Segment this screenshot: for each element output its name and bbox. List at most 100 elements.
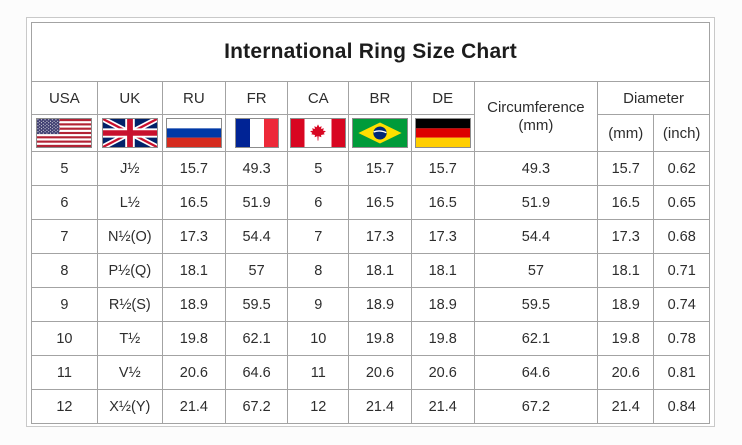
- cell-usa: 9: [31, 287, 98, 322]
- cell-de: 18.1: [410, 253, 475, 288]
- cell-fr: 49.3: [224, 151, 289, 186]
- title-row: International Ring Size Chart: [31, 22, 710, 82]
- cell-fr: 57: [224, 253, 289, 288]
- col-header-circumference: Circumference (mm): [473, 81, 599, 152]
- cell-diameter-mm: 18.1: [597, 253, 655, 288]
- col-header-ca: CA: [287, 81, 350, 115]
- cell-diameter-inch: 0.65: [653, 185, 710, 220]
- cell-usa: 12: [31, 389, 98, 424]
- cell-ru: 18.9: [161, 287, 226, 322]
- flag-germany-icon: [414, 118, 471, 148]
- cell-uk: X½(Y): [96, 389, 163, 424]
- cell-diameter-mm: 16.5: [597, 185, 655, 220]
- flag-cell-fr: [224, 114, 289, 152]
- cell-ca: 5: [287, 151, 350, 186]
- cell-ca: 6: [287, 185, 350, 220]
- cell-diameter-mm: 19.8: [597, 321, 655, 356]
- col-header-ru: RU: [161, 81, 226, 115]
- cell-br: 17.3: [348, 219, 412, 254]
- cell-uk: J½: [96, 151, 163, 186]
- cell-diameter-inch: 0.71: [653, 253, 710, 288]
- cell-br: 16.5: [348, 185, 412, 220]
- flag-cell-de: [410, 114, 475, 152]
- table-row: 7 N½(O) 17.3 54.4 7 17.3 17.3 54.4 17.3 0.68: [31, 219, 710, 254]
- circumference-label: Circumference: [487, 98, 585, 116]
- table-row: 5 J½ 15.7 49.3 5 15.7 15.7 49.3 15.7 0.62: [31, 151, 710, 186]
- cell-de: 20.6: [410, 355, 475, 390]
- cell-ca: 8: [287, 253, 350, 288]
- cell-fr: 51.9: [224, 185, 289, 220]
- cell-diameter-mm: 15.7: [597, 151, 655, 186]
- cell-ru: 21.4: [161, 389, 226, 424]
- cell-uk: V½: [96, 355, 163, 390]
- cell-diameter-inch: 0.81: [653, 355, 710, 390]
- cell-diameter-mm: 20.6: [597, 355, 655, 390]
- flag-brazil-icon: [351, 118, 408, 148]
- flag-cell-uk: [96, 114, 163, 152]
- cell-br: 21.4: [348, 389, 412, 424]
- table-row: 9 R½(S) 18.9 59.5 9 18.9 18.9 59.5 18.9 0.74: [31, 287, 710, 322]
- col-header-diameter: Diameter: [597, 81, 710, 115]
- cell-diameter-inch: 0.78: [653, 321, 710, 356]
- cell-diameter-inch: 0.84: [653, 389, 710, 424]
- cell-ru: 17.3: [161, 219, 226, 254]
- flag-cell-ca: [287, 114, 350, 152]
- cell-de: 15.7: [410, 151, 475, 186]
- cell-circumference-mm: 51.9: [473, 185, 599, 220]
- cell-ru: 19.8: [161, 321, 226, 356]
- cell-uk: P½(Q): [96, 253, 163, 288]
- col-header-usa: USA: [31, 81, 98, 115]
- country-code-row: USA UK RU FR CA BR DE Circumference (mm)…: [31, 81, 710, 152]
- cell-br: 20.6: [348, 355, 412, 390]
- size-table: International Ring Size Chart USA UK RU …: [31, 22, 710, 424]
- col-header-de: DE: [410, 81, 475, 115]
- cell-usa: 5: [31, 151, 98, 186]
- cell-fr: 67.2: [224, 389, 289, 424]
- cell-circumference-mm: 59.5: [473, 287, 599, 322]
- cell-uk: T½: [96, 321, 163, 356]
- table-row: 10 T½ 19.8 62.1 10 19.8 19.8 62.1 19.8 0.78: [31, 321, 710, 356]
- flag-cell-usa: [31, 114, 98, 152]
- cell-diameter-inch: 0.62: [653, 151, 710, 186]
- cell-ca: 9: [287, 287, 350, 322]
- cell-ca: 11: [287, 355, 350, 390]
- table-row: 12 X½(Y) 21.4 67.2 12 21.4 21.4 67.2 21.4 0.84: [31, 389, 710, 424]
- flag-usa-icon: [36, 118, 93, 148]
- col-header-uk: UK: [96, 81, 163, 115]
- cell-circumference-mm: 64.6: [473, 355, 599, 390]
- flag-cell-ru: [161, 114, 226, 152]
- flag-russia-icon: [165, 118, 222, 148]
- cell-de: 21.4: [410, 389, 475, 424]
- cell-ru: 20.6: [161, 355, 226, 390]
- cell-circumference-mm: 67.2: [473, 389, 599, 424]
- flag-cell-br: [348, 114, 412, 152]
- cell-fr: 59.5: [224, 287, 289, 322]
- cell-de: 19.8: [410, 321, 475, 356]
- cell-br: 19.8: [348, 321, 412, 356]
- cell-usa: 6: [31, 185, 98, 220]
- cell-usa: 10: [31, 321, 98, 356]
- cell-circumference-mm: 49.3: [473, 151, 599, 186]
- table-row: 8 P½(Q) 18.1 57 8 18.1 18.1 57 18.1 0.71: [31, 253, 710, 288]
- cell-diameter-inch: 0.68: [653, 219, 710, 254]
- cell-usa: 8: [31, 253, 98, 288]
- col-header-br: BR: [348, 81, 412, 115]
- cell-uk: L½: [96, 185, 163, 220]
- col-header-diameter-mm: (mm): [597, 114, 655, 152]
- cell-fr: 64.6: [224, 355, 289, 390]
- cell-uk: N½(O): [96, 219, 163, 254]
- cell-fr: 62.1: [224, 321, 289, 356]
- cell-ca: 12: [287, 389, 350, 424]
- cell-uk: R½(S): [96, 287, 163, 322]
- flag-france-icon: [234, 118, 279, 148]
- cell-de: 17.3: [410, 219, 475, 254]
- cell-circumference-mm: 62.1: [473, 321, 599, 356]
- cell-br: 15.7: [348, 151, 412, 186]
- flag-canada-icon: [290, 118, 347, 148]
- cell-ca: 7: [287, 219, 350, 254]
- cell-diameter-mm: 17.3: [597, 219, 655, 254]
- ring-size-chart-container: International Ring Size Chart USA UK RU …: [26, 17, 715, 427]
- col-header-fr: FR: [224, 81, 289, 115]
- table-row: 11 V½ 20.6 64.6 11 20.6 20.6 64.6 20.6 0.81: [31, 355, 710, 390]
- cell-ca: 10: [287, 321, 350, 356]
